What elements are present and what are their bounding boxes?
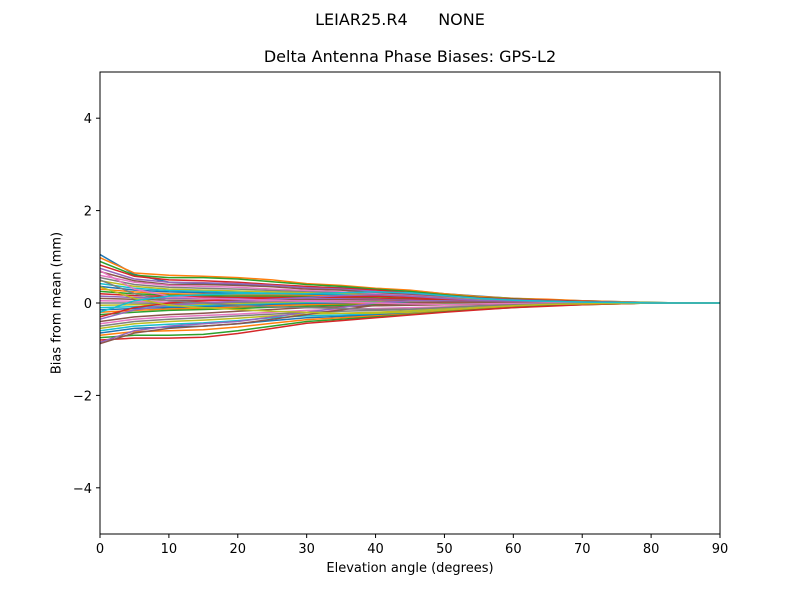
x-tick-label: 90 <box>712 542 729 557</box>
y-tick-label: 2 <box>84 205 92 220</box>
y-tick-label: −4 <box>73 482 92 497</box>
chart-title: Delta Antenna Phase Biases: GPS-L2 <box>263 47 557 66</box>
y-axis-label: Bias from mean (mm) <box>49 231 65 375</box>
y-tick-label: −2 <box>73 389 92 404</box>
x-tick-label: 60 <box>505 542 522 557</box>
x-tick-label: 30 <box>298 542 315 557</box>
x-tick-label: 40 <box>367 542 384 557</box>
y-tick-label: 0 <box>84 297 92 312</box>
figure-suptitle: LEIAR25.R4 NONE <box>315 10 485 29</box>
y-tick-label: 4 <box>84 112 92 127</box>
x-tick-label: 80 <box>643 542 660 557</box>
series-line <box>100 286 720 314</box>
x-axis-label: Elevation angle (degrees) <box>326 561 494 576</box>
x-tick-label: 50 <box>436 542 453 557</box>
x-tick-label: 20 <box>230 542 247 557</box>
x-tick-label: 70 <box>574 542 591 557</box>
x-tick-label: 10 <box>161 542 178 557</box>
x-tick-label: 0 <box>96 542 104 557</box>
series-line <box>100 291 720 313</box>
